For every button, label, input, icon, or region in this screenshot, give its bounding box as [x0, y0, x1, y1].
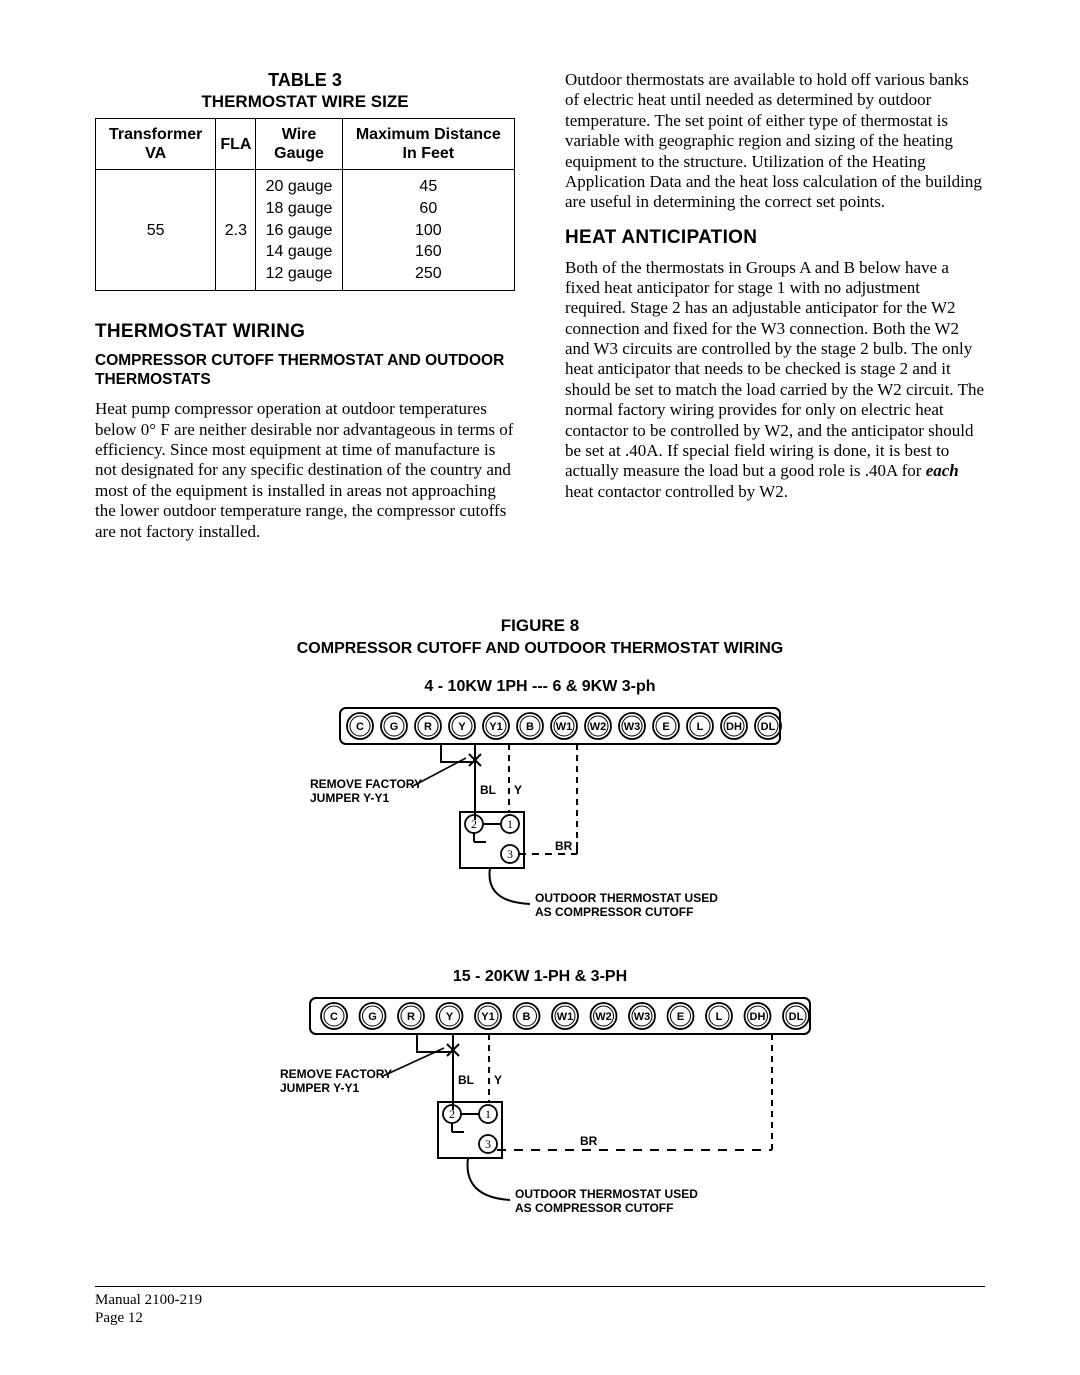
td-fla: 2.3 — [216, 170, 256, 291]
svg-text:Y: Y — [446, 1011, 454, 1023]
svg-text:R: R — [407, 1011, 415, 1023]
svg-text:REMOVE FACTORY: REMOVE FACTORY — [310, 777, 422, 791]
svg-text:AS COMPRESSOR CUTOFF: AS COMPRESSOR CUTOFF — [515, 1201, 673, 1215]
gauge-row: 12 gauge — [260, 263, 337, 285]
dist-row: 60 — [347, 198, 510, 220]
dist-row: 160 — [347, 241, 510, 263]
emphasis-each: each — [926, 461, 959, 480]
dist-row: 45 — [347, 176, 510, 198]
svg-text:W3: W3 — [624, 721, 641, 733]
svg-text:B: B — [523, 1011, 531, 1023]
svg-text:B: B — [526, 721, 534, 733]
svg-text:1: 1 — [485, 1107, 491, 1121]
th-va: Transformer VA — [96, 118, 216, 169]
heat-anticipation-heading: HEAT ANTICIPATION — [565, 227, 985, 250]
thermostat-wiring-heading: THERMOSTAT WIRING — [95, 321, 515, 344]
th-dist: Maximum Distance In Feet — [342, 118, 514, 169]
svg-text:BL: BL — [458, 1073, 474, 1087]
svg-text:L: L — [716, 1011, 723, 1023]
svg-text:DL: DL — [761, 721, 776, 733]
svg-text:W2: W2 — [590, 721, 607, 733]
svg-text:AS COMPRESSOR CUTOFF: AS COMPRESSOR CUTOFF — [535, 905, 693, 919]
svg-text:W2: W2 — [595, 1011, 612, 1023]
table-number: TABLE 3 — [95, 70, 515, 92]
page-footer: Manual 2100-219 Page 12 — [95, 1286, 985, 1327]
svg-text:DH: DH — [726, 721, 742, 733]
wiring-diagram-1: C G R Y Y1 B W1 W2 W3 E L DH DL BL Y 1 2 3 BR OUTDOO… — [280, 702, 800, 932]
svg-text:Y: Y — [514, 783, 522, 797]
right-para-2: Both of the thermostats in Groups A and … — [565, 258, 985, 503]
svg-text:OUTDOOR THERMOSTAT USED: OUTDOOR THERMOSTAT USED — [515, 1187, 698, 1201]
svg-text:G: G — [390, 721, 399, 733]
svg-text:JUMPER Y-Y1: JUMPER Y-Y1 — [310, 791, 389, 805]
svg-text:C: C — [356, 721, 364, 733]
gauge-row: 16 gauge — [260, 220, 337, 242]
dist-row: 250 — [347, 263, 510, 285]
svg-text:G: G — [368, 1011, 377, 1023]
svg-text:REMOVE FACTORY: REMOVE FACTORY — [280, 1067, 392, 1081]
svg-text:3: 3 — [507, 847, 513, 861]
svg-text:W1: W1 — [556, 721, 573, 733]
gauge-row: 18 gauge — [260, 198, 337, 220]
svg-text:Y: Y — [494, 1073, 502, 1087]
figure-number: FIGURE 8 — [95, 616, 985, 636]
svg-text:BR: BR — [580, 1134, 598, 1148]
text-span: heat contactor controlled by W2. — [565, 482, 788, 501]
td-distances: 45 60 100 160 250 — [342, 170, 514, 291]
svg-text:OUTDOOR THERMOSTAT USED: OUTDOOR THERMOSTAT USED — [535, 891, 718, 905]
svg-text:2: 2 — [471, 817, 477, 831]
footer-page: Page 12 — [95, 1309, 985, 1327]
th-fla: FLA — [216, 118, 256, 169]
svg-text:Y1: Y1 — [489, 721, 502, 733]
td-gauges: 20 gauge 18 gauge 16 gauge 14 gauge 12 g… — [256, 170, 342, 291]
svg-text:BR: BR — [555, 839, 573, 853]
figure-8: FIGURE 8 COMPRESSOR CUTOFF AND OUTDOOR T… — [95, 616, 985, 1256]
gauge-row: 20 gauge — [260, 176, 337, 198]
wiresize-table: Transformer VA FLA Wire Gauge Maximum Di… — [95, 118, 515, 291]
svg-text:BL: BL — [480, 783, 496, 797]
td-va: 55 — [96, 170, 216, 291]
gauge-row: 14 gauge — [260, 241, 337, 263]
svg-text:2: 2 — [449, 1107, 455, 1121]
table-title: THERMOSTAT WIRE SIZE — [95, 92, 515, 112]
footer-manual: Manual 2100-219 — [95, 1291, 985, 1309]
svg-text:JUMPER Y-Y1: JUMPER Y-Y1 — [280, 1081, 359, 1095]
wiring-diagram-2: C G R Y Y1 B W1 W2 W3 E L DH DL BL Y 1 2 3 BR OUTDOO… — [250, 992, 830, 1232]
right-para-1: Outdoor thermostats are available to hol… — [565, 70, 985, 213]
figure-title: COMPRESSOR CUTOFF AND OUTDOOR THERMOSTAT… — [95, 639, 985, 658]
text-span: Both of the thermostats in Groups A and … — [565, 258, 984, 481]
svg-text:W1: W1 — [557, 1011, 574, 1023]
svg-text:E: E — [662, 721, 669, 733]
svg-text:E: E — [677, 1011, 684, 1023]
svg-text:R: R — [424, 721, 432, 733]
diagram-2-label: 15 - 20KW 1-PH & 3-PH — [95, 967, 985, 986]
svg-text:DH: DH — [750, 1011, 766, 1023]
svg-text:1: 1 — [507, 817, 513, 831]
svg-text:W3: W3 — [634, 1011, 651, 1023]
left-para-1: Heat pump compressor operation at outdoo… — [95, 399, 515, 542]
svg-text:Y: Y — [458, 721, 466, 733]
compressor-cutoff-subheading: COMPRESSOR CUTOFF THERMOSTAT AND OUTDOOR… — [95, 352, 515, 389]
svg-text:DL: DL — [789, 1011, 804, 1023]
th-gauge: Wire Gauge — [256, 118, 342, 169]
svg-text:Y1: Y1 — [481, 1011, 494, 1023]
svg-text:C: C — [330, 1011, 338, 1023]
dist-row: 100 — [347, 220, 510, 242]
svg-text:3: 3 — [485, 1137, 491, 1151]
diagram-1-label: 4 - 10KW 1PH --- 6 & 9KW 3-ph — [95, 677, 985, 696]
svg-text:L: L — [697, 721, 704, 733]
